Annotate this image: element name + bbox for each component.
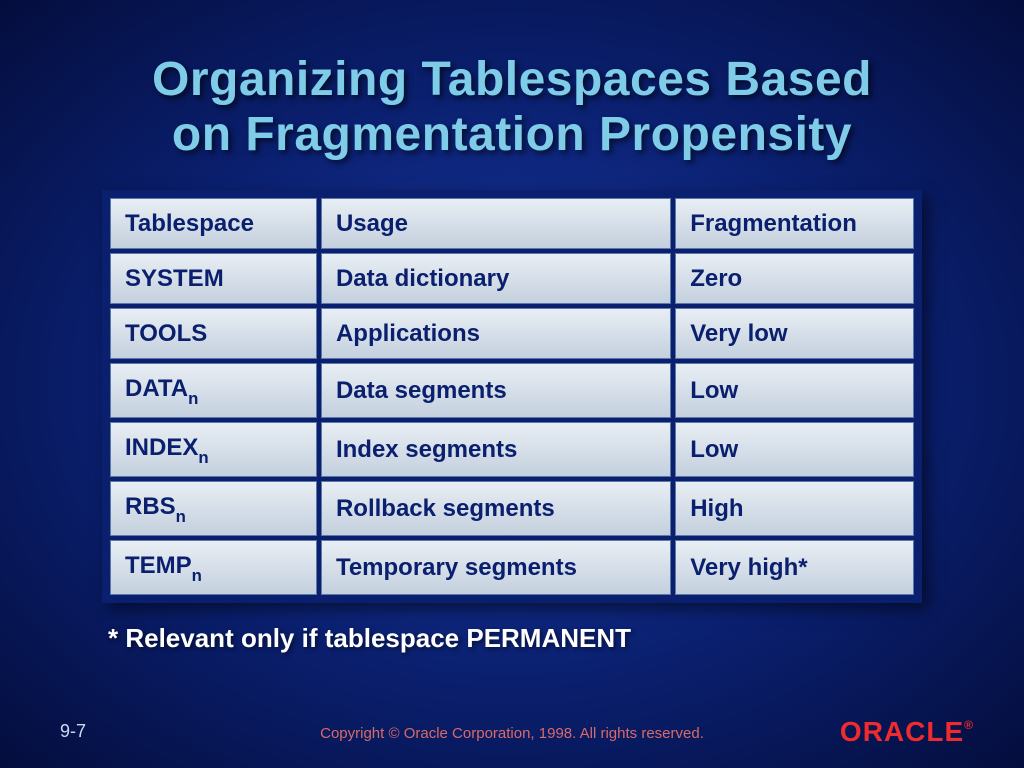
table-header-cell: Usage <box>321 198 671 249</box>
tablespace-table-container: TablespaceUsageFragmentation SYSTEM Data d… <box>102 190 922 602</box>
tablespace-subscript: n <box>176 507 186 526</box>
tablespace-cell: INDEXn <box>110 422 317 477</box>
tablespace-cell: DATAn <box>110 363 317 418</box>
table-row: INDEXnIndex segmentsLow <box>110 422 914 477</box>
tablespace-table: TablespaceUsageFragmentation SYSTEM Data d… <box>106 194 918 598</box>
usage-cell: Data segments <box>321 363 671 418</box>
tablespace-cell: SYSTEM <box>110 253 317 304</box>
table-row: TEMPnTemporary segmentsVery high* <box>110 540 914 595</box>
fragmentation-cell: Low <box>675 422 914 477</box>
fragmentation-cell: Very high* <box>675 540 914 595</box>
usage-cell: Temporary segments <box>321 540 671 595</box>
footnote: * Relevant only if tablespace PERMANENT <box>108 623 1024 654</box>
table-row: DATAnData segmentsLow <box>110 363 914 418</box>
tablespace-subscript: n <box>192 566 202 585</box>
slide-title: Organizing Tablespaces Based on Fragment… <box>0 0 1024 162</box>
table-row: TOOLS ApplicationsVery low <box>110 308 914 359</box>
table-row: RBSnRollback segmentsHigh <box>110 481 914 536</box>
fragmentation-cell: Low <box>675 363 914 418</box>
tablespace-subscript: n <box>188 389 198 408</box>
usage-cell: Applications <box>321 308 671 359</box>
tablespace-cell: TEMPn <box>110 540 317 595</box>
tablespace-name: TOOLS <box>125 320 207 347</box>
tablespace-name: DATA <box>125 375 188 402</box>
tablespace-name: TEMP <box>125 552 192 579</box>
title-line-2: on Fragmentation Propensity <box>172 108 852 161</box>
oracle-logo: ORACLE® <box>840 716 974 748</box>
tablespace-name: SYSTEM <box>125 265 224 292</box>
usage-cell: Index segments <box>321 422 671 477</box>
usage-cell: Data dictionary <box>321 253 671 304</box>
fragmentation-cell: Very low <box>675 308 914 359</box>
table-row: SYSTEM Data dictionaryZero <box>110 253 914 304</box>
fragmentation-cell: High <box>675 481 914 536</box>
table-header-row: TablespaceUsageFragmentation <box>110 198 914 249</box>
tablespace-cell: RBSn <box>110 481 317 536</box>
tablespace-cell: TOOLS <box>110 308 317 359</box>
fragmentation-cell: Zero <box>675 253 914 304</box>
usage-cell: Rollback segments <box>321 481 671 536</box>
tablespace-subscript: n <box>198 448 208 467</box>
oracle-logo-text: ORACLE <box>840 716 964 747</box>
tablespace-name: RBS <box>125 493 176 520</box>
slide: Organizing Tablespaces Based on Fragment… <box>0 0 1024 768</box>
registered-icon: ® <box>964 718 974 732</box>
title-line-1: Organizing Tablespaces Based <box>152 53 872 106</box>
tablespace-name: INDEX <box>125 434 198 461</box>
table-header-cell: Tablespace <box>110 198 317 249</box>
table-header-cell: Fragmentation <box>675 198 914 249</box>
